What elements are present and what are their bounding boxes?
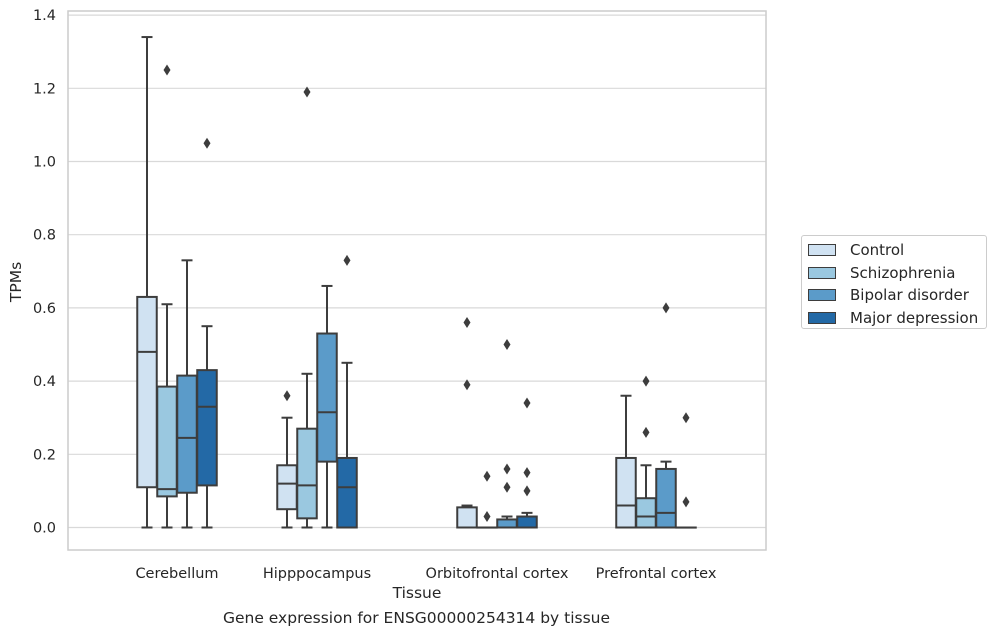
x-tick-label: Prefrontal cortex xyxy=(596,566,717,582)
y-tick-label: 1.4 xyxy=(33,8,56,24)
box-control xyxy=(276,390,298,529)
box-major-depression xyxy=(336,254,358,529)
legend-swatch-major-depression xyxy=(808,311,836,324)
x-tick-label: Cerebellum xyxy=(135,566,218,582)
outlier-point xyxy=(343,254,351,266)
x-tick-label: Hipppocampus xyxy=(263,566,371,582)
y-axis-label: TPMs xyxy=(7,262,25,303)
y-tick-label: 1.0 xyxy=(33,155,56,171)
outlier-point xyxy=(203,137,211,149)
y-tick-label: 0.2 xyxy=(33,447,56,463)
x-tick-label: Orbitofrontal cortex xyxy=(426,566,569,582)
box-body xyxy=(516,515,538,529)
outlier-point xyxy=(503,339,511,350)
legend-swatch-bipolar-disorder xyxy=(808,289,836,302)
legend: Control Schizophrenia Bipolar disorder M… xyxy=(801,235,987,329)
outlier-point xyxy=(642,426,650,438)
box-major-depression xyxy=(675,412,697,529)
box-body xyxy=(496,518,518,529)
box-schizophrenia xyxy=(476,470,498,529)
box-body xyxy=(176,374,198,494)
legend-item-control: Control xyxy=(808,239,986,262)
outlier-point xyxy=(642,375,650,387)
outlier-point xyxy=(503,481,511,493)
outlier-point xyxy=(523,467,531,479)
y-tick-label: 0.4 xyxy=(33,374,56,390)
outlier-point xyxy=(163,64,171,76)
legend-label-bipolar-disorder: Bipolar disorder xyxy=(850,286,969,305)
outlier-point xyxy=(283,390,291,402)
box-body xyxy=(296,427,318,520)
y-tick-label: 0.0 xyxy=(33,521,56,537)
y-tick-label: 0.8 xyxy=(33,228,56,244)
box-schizophrenia xyxy=(635,375,657,529)
box-control xyxy=(136,36,158,529)
outlier-point xyxy=(463,317,471,329)
outlier-point xyxy=(503,463,511,475)
box-body xyxy=(336,456,358,529)
legend-label-control: Control xyxy=(850,241,905,260)
y-tick-label: 0.6 xyxy=(33,301,56,317)
y-axis-ticks: 0.0 0.2 0.4 0.6 0.8 1.0 1.2 1.4 xyxy=(33,8,56,536)
box-bipolar-disorder xyxy=(316,284,338,529)
legend-label-major-depression: Major depression xyxy=(850,308,979,327)
outlier-point xyxy=(483,470,491,482)
legend-item-major-depression: Major depression xyxy=(808,307,986,330)
outlier-point xyxy=(662,302,670,314)
outlier-point xyxy=(523,397,531,409)
box-control xyxy=(456,317,478,529)
legend-swatch-schizophrenia xyxy=(808,266,836,279)
legend-swatch-control xyxy=(808,244,836,257)
plot-frame xyxy=(67,10,767,551)
box-control xyxy=(615,394,637,529)
outlier-point xyxy=(682,496,690,508)
y-tick-label: 1.2 xyxy=(33,81,56,97)
box-body xyxy=(316,332,338,463)
box-schizophrenia xyxy=(296,86,318,529)
outlier-point xyxy=(463,379,471,391)
legend-label-schizophrenia: Schizophrenia xyxy=(850,263,956,282)
box-body xyxy=(655,467,677,529)
box-body xyxy=(635,497,657,529)
box-body xyxy=(615,456,637,529)
box-body xyxy=(156,385,178,498)
box-body xyxy=(136,295,158,489)
box-body xyxy=(196,369,218,487)
box-bipolar-disorder xyxy=(655,302,677,529)
box-groups xyxy=(136,36,697,529)
box-bipolar-disorder xyxy=(496,339,518,529)
x-axis-ticks: Cerebellum Hipppocampus Orbitofrontal cort… xyxy=(135,566,716,582)
box-body xyxy=(276,464,298,511)
outlier-point xyxy=(523,485,531,497)
box-major-depression xyxy=(516,397,538,529)
legend-item-schizophrenia: Schizophrenia xyxy=(808,262,986,285)
chart-caption: Gene expression for ENSG00000254314 by t… xyxy=(222,609,611,627)
box-body xyxy=(456,506,478,529)
outlier-point xyxy=(303,86,311,98)
x-axis-label: Tissue xyxy=(392,584,442,602)
outlier-point xyxy=(483,511,491,523)
box-bipolar-disorder xyxy=(176,259,198,529)
outlier-point xyxy=(682,412,690,424)
legend-item-bipolar-disorder: Bipolar disorder xyxy=(808,284,986,307)
box-major-depression xyxy=(196,137,218,529)
box-schizophrenia xyxy=(156,64,178,529)
